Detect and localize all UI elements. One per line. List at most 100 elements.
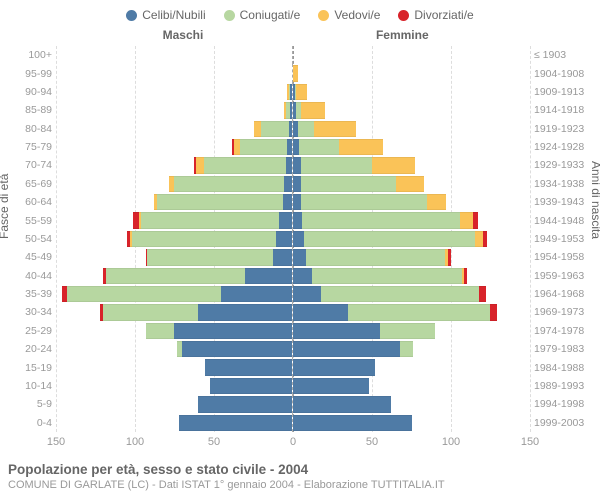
population-pyramid-chart: Celibi/NubiliConiugati/eVedovi/eDivorzia… [0, 0, 600, 500]
bar-segment-single [273, 249, 292, 265]
birth-year-label: 1924-1928 [534, 141, 596, 153]
male-half [56, 267, 293, 285]
bar-area [56, 83, 530, 101]
pyramid-row: 50-541949-1953 [56, 230, 530, 248]
bar-segment-married [132, 231, 277, 247]
bar-area [56, 120, 530, 138]
male-half [56, 175, 293, 193]
age-label: 5-9 [20, 398, 52, 410]
birth-year-label: 1994-1998 [534, 398, 596, 410]
bar-segment-widowed [293, 65, 298, 81]
x-axis: 15010050050100150 [0, 434, 600, 454]
bar-segment-married [301, 194, 427, 210]
x-tick-label: 100 [126, 436, 144, 448]
birth-year-label: 1989-1993 [534, 380, 596, 392]
bar-segment-single [293, 323, 380, 339]
bar-segment-single [290, 84, 292, 100]
bar-segment-divorced [483, 231, 488, 247]
pyramid-row: 0-41999-2003 [56, 414, 530, 432]
bar-segment-single [286, 157, 292, 173]
bar-area [56, 64, 530, 82]
female-half [293, 211, 530, 229]
birth-year-label: 1939-1943 [534, 196, 596, 208]
male-half [56, 414, 293, 432]
bar-segment-widowed [460, 212, 473, 228]
bar-segment-married [301, 176, 396, 192]
birth-year-label: 1914-1918 [534, 104, 596, 116]
male-half [56, 46, 293, 64]
bar-segment-single [284, 176, 292, 192]
bar-segment-married [380, 323, 435, 339]
bar-segment-married [261, 121, 289, 137]
male-half [56, 230, 293, 248]
pyramid-row: 35-391964-1968 [56, 285, 530, 303]
legend-swatch [398, 10, 409, 21]
male-half [56, 377, 293, 395]
female-half [293, 138, 530, 156]
birth-year-label: 1919-1923 [534, 123, 596, 135]
female-half [293, 193, 530, 211]
bar-segment-single [287, 139, 292, 155]
female-half [293, 230, 530, 248]
birth-year-label: 1929-1933 [534, 159, 596, 171]
female-half [293, 377, 530, 395]
bar-segment-married [301, 157, 372, 173]
bar-segment-single [289, 121, 292, 137]
bar-area [56, 267, 530, 285]
gridline [530, 46, 531, 432]
age-label: 95-99 [20, 68, 52, 80]
bar-area [56, 46, 530, 64]
bar-segment-widowed [396, 176, 424, 192]
female-half [293, 175, 530, 193]
bar-segment-single [198, 396, 292, 412]
male-half [56, 358, 293, 376]
bar-segment-single [293, 286, 321, 302]
age-label: 80-84 [20, 123, 52, 135]
legend-label: Divorziati/e [414, 8, 473, 22]
footer-title: Popolazione per età, sesso e stato civil… [8, 462, 592, 477]
age-label: 75-79 [20, 141, 52, 153]
pyramid-row: 45-491954-1958 [56, 248, 530, 266]
bar-segment-married [298, 121, 314, 137]
bar-segment-single [293, 415, 412, 431]
female-half [293, 156, 530, 174]
bar-segment-single [293, 378, 369, 394]
female-half [293, 101, 530, 119]
plot-area: Fasce di età Anni di nascita 100+≤ 19039… [0, 46, 600, 432]
bar-area [56, 175, 530, 193]
bar-area [56, 414, 530, 432]
bar-area [56, 101, 530, 119]
age-label: 0-4 [20, 417, 52, 429]
bar-segment-widowed [372, 157, 415, 173]
bar-segment-single [210, 378, 292, 394]
pyramid-row: 80-841919-1923 [56, 120, 530, 138]
pyramid-row: 15-191984-1988 [56, 358, 530, 376]
bar-segment-single [279, 212, 292, 228]
pyramid-row: 75-791924-1928 [56, 138, 530, 156]
female-half [293, 46, 530, 64]
x-tick-label: 50 [366, 436, 378, 448]
bar-segment-widowed [296, 84, 307, 100]
birth-year-label: 1964-1968 [534, 288, 596, 300]
pyramid-rows: 100+≤ 190395-991904-190890-941909-191385… [56, 46, 530, 432]
bar-area [56, 193, 530, 211]
legend: Celibi/NubiliConiugati/eVedovi/eDivorzia… [0, 0, 600, 28]
legend-item: Divorziati/e [398, 8, 473, 22]
female-half [293, 267, 530, 285]
age-label: 90-94 [20, 86, 52, 98]
bar-area [56, 138, 530, 156]
bar-segment-single [198, 304, 292, 320]
age-label: 15-19 [20, 362, 52, 374]
bar-segment-divorced [473, 212, 478, 228]
bar-segment-widowed [427, 194, 446, 210]
pyramid-row: 20-241979-1983 [56, 340, 530, 358]
bar-area [56, 248, 530, 266]
legend-label: Coniugati/e [240, 8, 301, 22]
male-half [56, 395, 293, 413]
male-half [56, 285, 293, 303]
x-tick-label: 150 [47, 436, 65, 448]
male-half [56, 322, 293, 340]
bar-segment-single [221, 286, 292, 302]
bar-area [56, 230, 530, 248]
birth-year-label: 1959-1963 [534, 270, 596, 282]
